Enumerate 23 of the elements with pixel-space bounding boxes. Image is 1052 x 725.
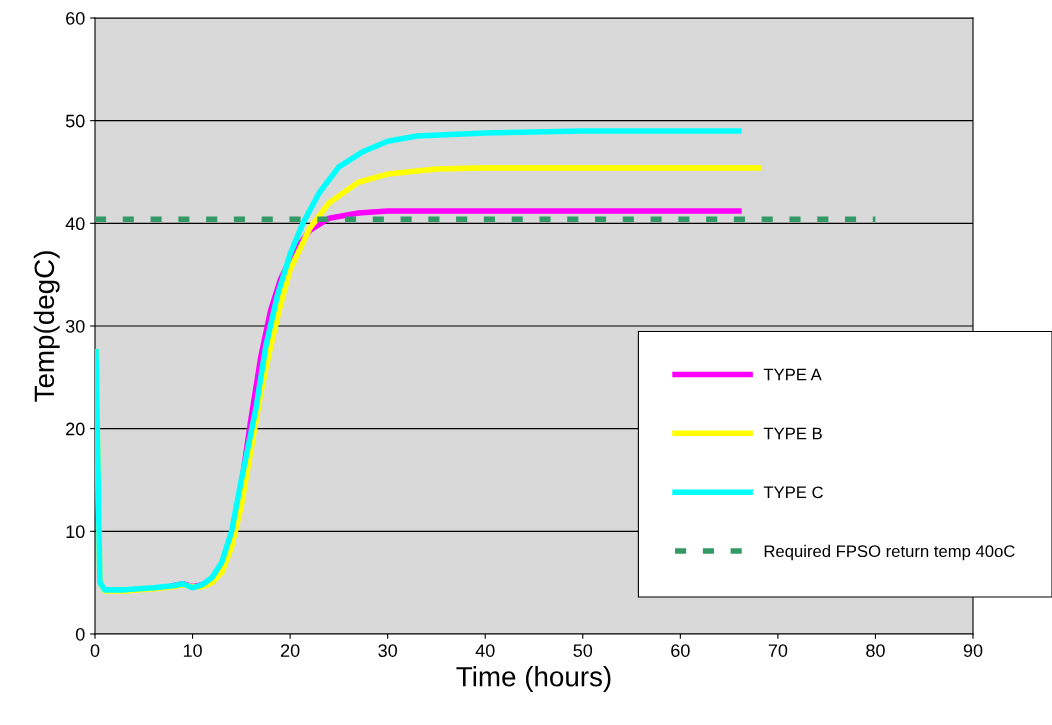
x-tick-label: 60 [671,644,690,657]
x-tick-label: 20 [280,644,300,657]
x-tick-label: 0 [90,644,100,657]
x-axis-title: Time (hours) [456,666,611,692]
legend-label: TYPE B [763,427,822,440]
y-axis-title: Temp(degC) [33,251,60,402]
y-tick-label: 0 [75,627,85,641]
x-tick-label: 10 [183,644,202,657]
y-tick-label: 50 [65,114,85,128]
y-tick-label: 30 [65,319,85,333]
x-tick-label: 70 [768,644,788,657]
x-tick-label: 50 [573,644,593,657]
legend-label: TYPE C [763,486,823,499]
x-tick-label: 40 [475,644,495,657]
y-tick-label: 20 [66,422,85,436]
y-tick-label: 40 [65,217,85,231]
x-tick-label: 80 [866,644,885,657]
legend-label: TYPE A [763,368,822,381]
y-tick-label: 60 [66,11,85,25]
x-tick-label: 90 [963,644,983,657]
y-tick-label: 10 [66,525,85,539]
legend-label: Required FPSO return temp 40oC [764,544,1015,561]
x-tick-label: 30 [378,644,397,657]
